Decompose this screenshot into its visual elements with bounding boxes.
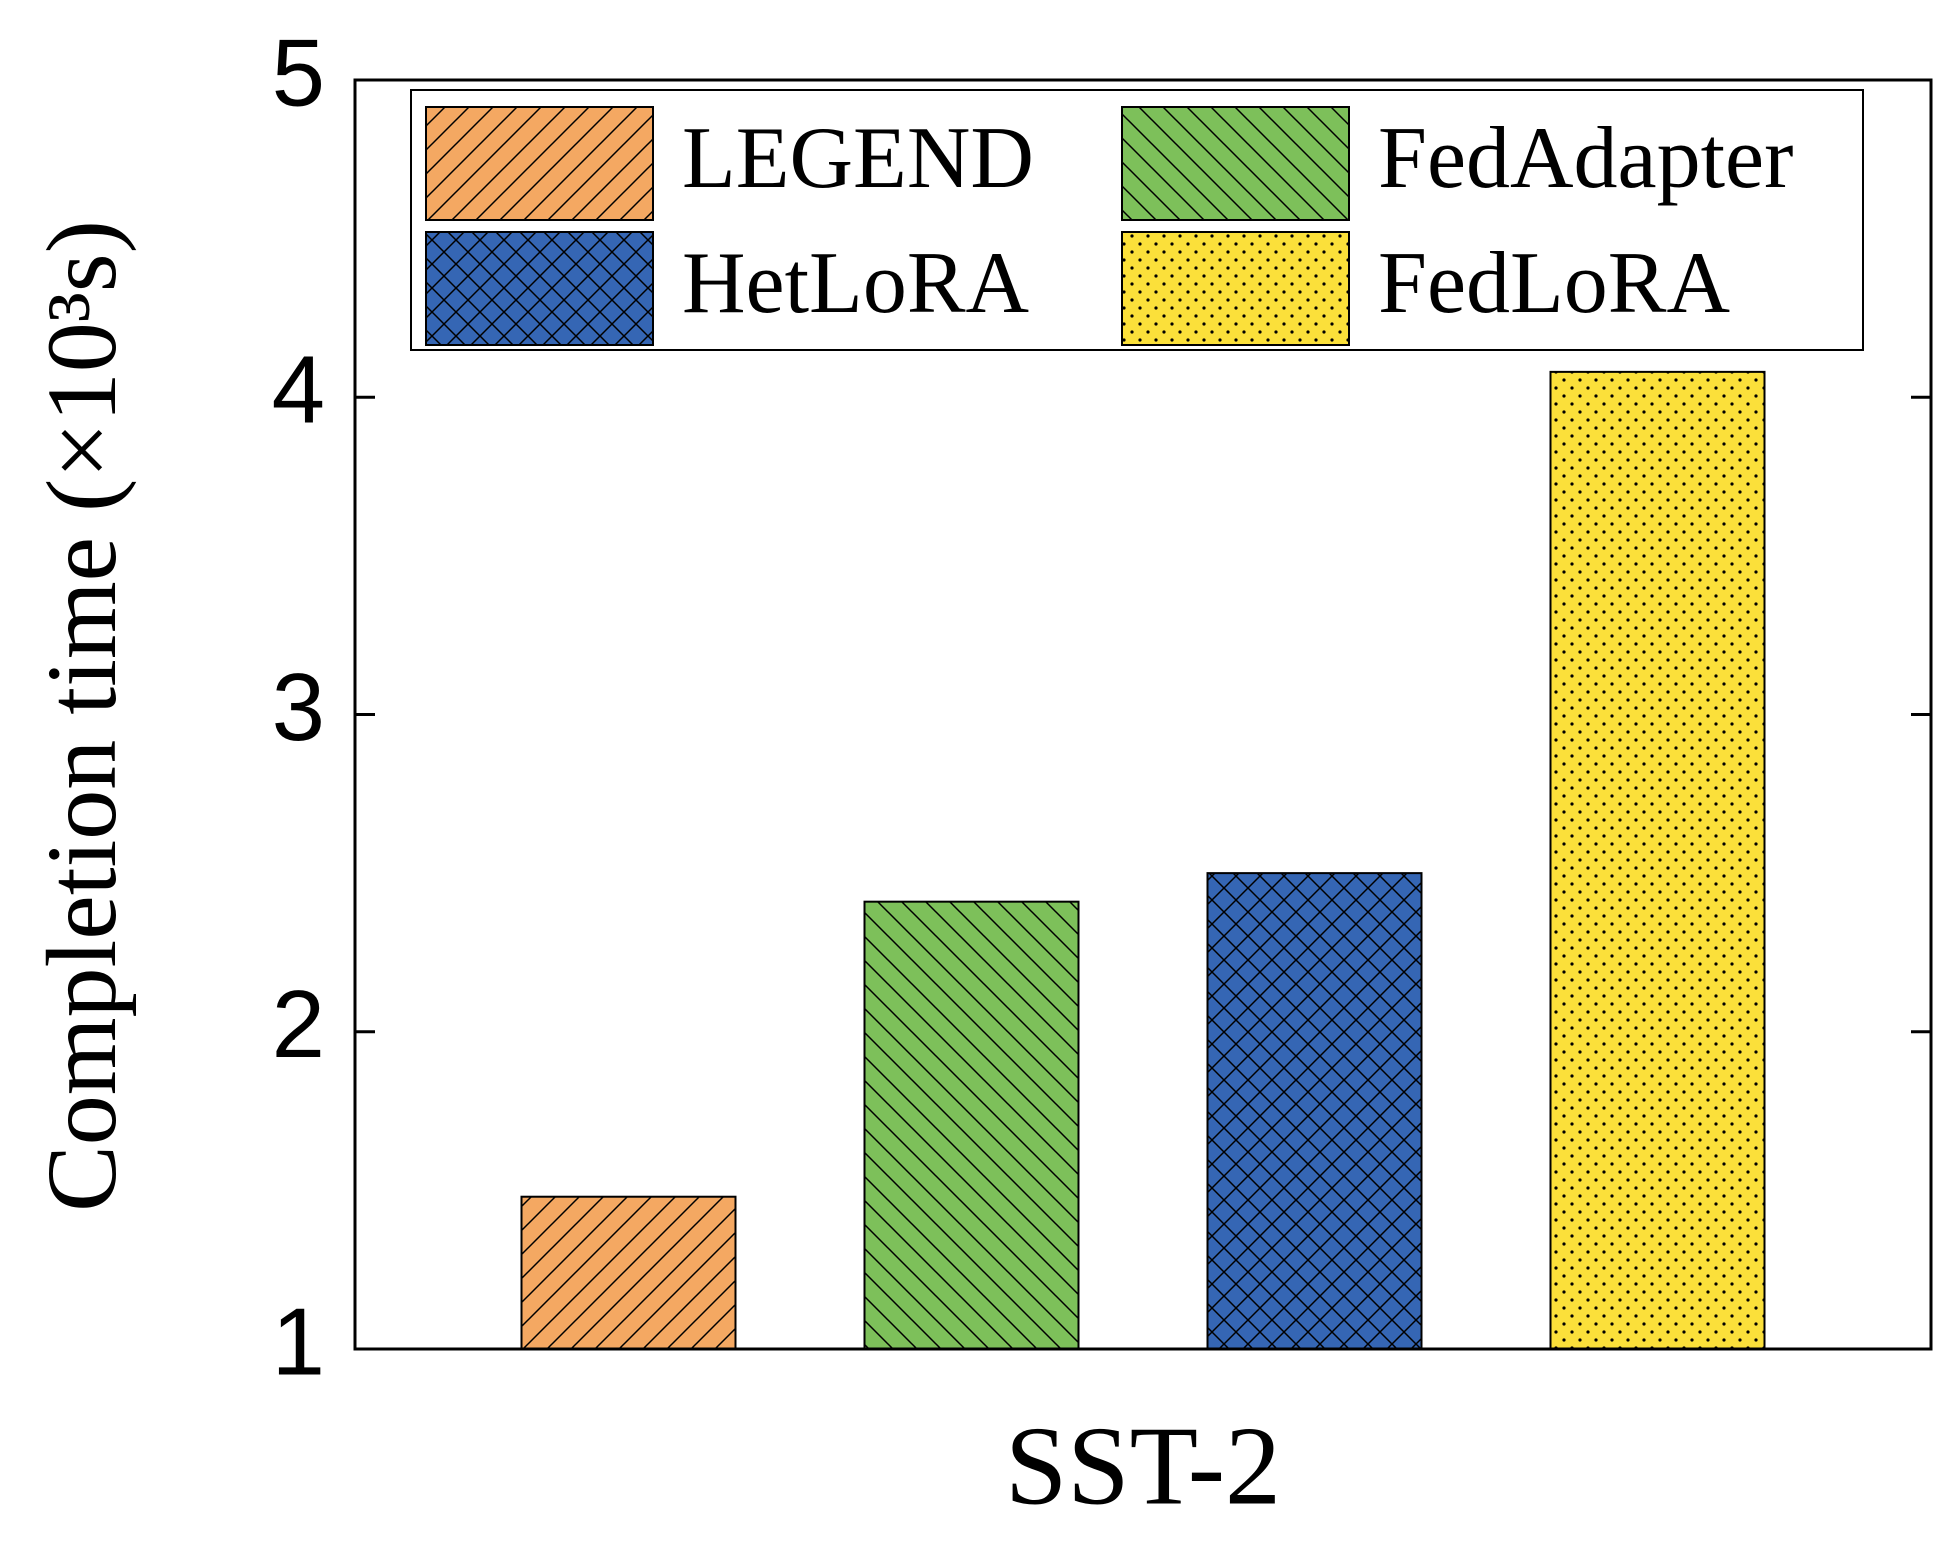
plot-frame [353,78,1933,1351]
legend-swatch-hatch [1122,232,1349,345]
y-axis-label: Completion time (×10³s) [26,220,137,1212]
y-tick-label: 2 [272,971,325,1078]
y-tick-label: 4 [272,337,325,444]
legend-swatch-hatch [1122,107,1349,220]
legend-label: FedAdapter [1378,110,1793,207]
x-axis-label: SST-2 [1005,1405,1281,1529]
legend-swatch-hatch [426,107,653,220]
legend-label: LEGEND [682,110,1034,207]
bar-hatch [864,901,1079,1349]
bar-hatch [521,1196,736,1349]
y-tick-label: 3 [272,654,325,761]
legend-label: FedLoRA [1378,235,1730,332]
y-tick-label: 5 [272,19,325,126]
legend-swatch-hatch [426,232,653,345]
bar-hatch [1207,873,1422,1349]
legend-label: HetLoRA [682,235,1029,332]
bar-hatch [1550,371,1765,1349]
y-tick-label: 1 [272,1288,325,1395]
